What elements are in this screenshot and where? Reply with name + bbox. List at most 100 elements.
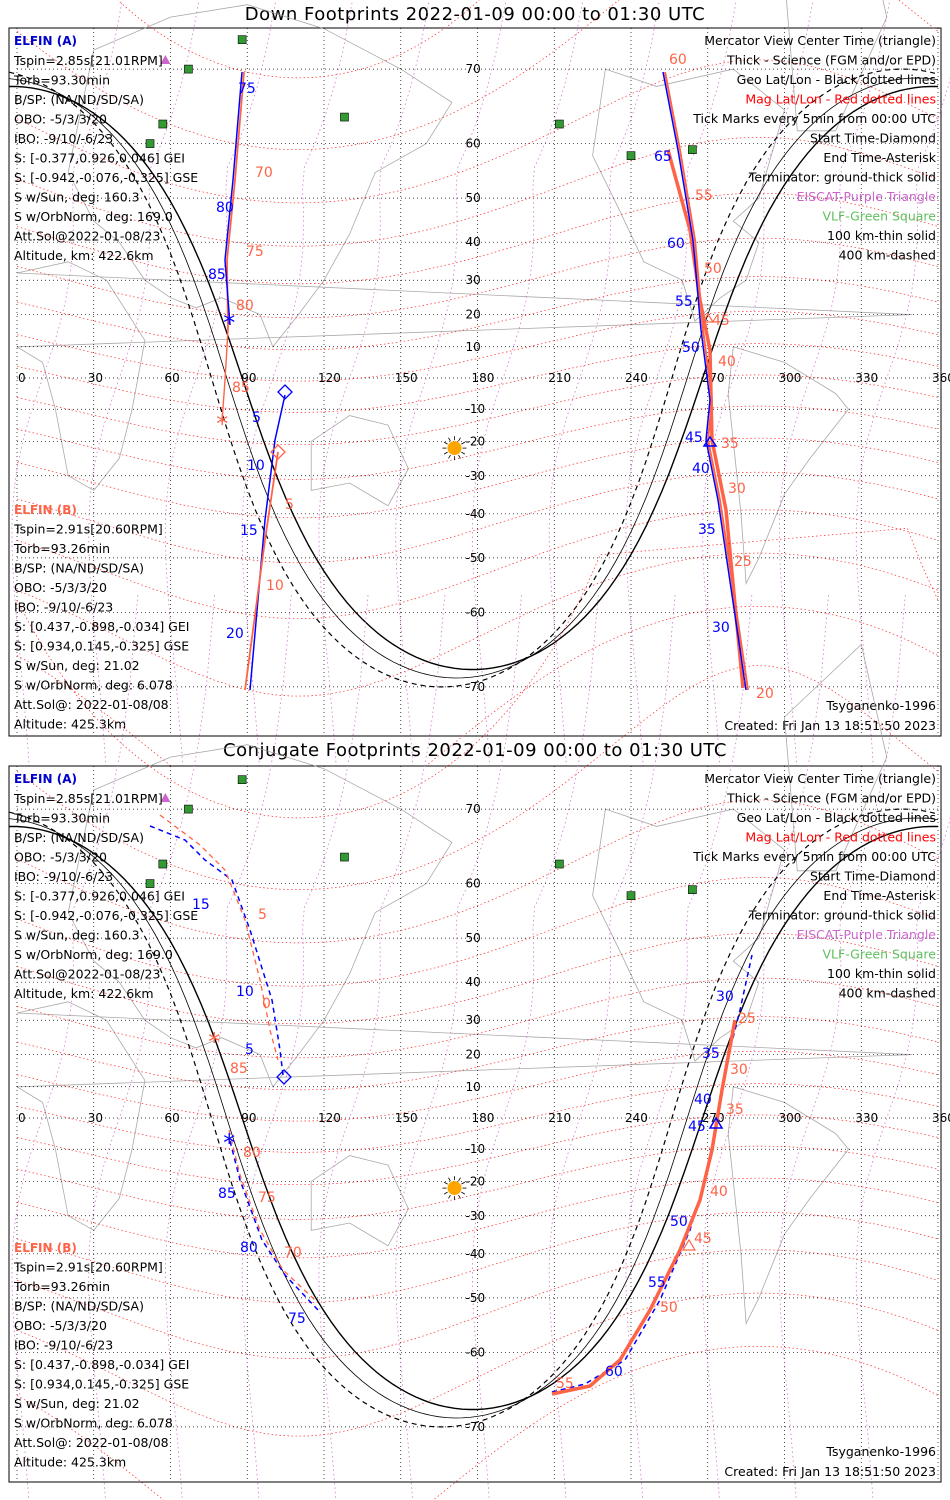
lat-tick-label: 70 xyxy=(466,62,481,76)
vlf-station-marker xyxy=(688,885,697,895)
elfin-a-info-line: Att.Sol@2022-01-08/23 xyxy=(14,967,160,982)
elfin-b-label: ELFIN (B) xyxy=(14,1241,77,1255)
sun-icon xyxy=(442,1176,467,1201)
legend-entry: Terminator: ground-thick solid xyxy=(748,908,936,923)
elfin-a-info-line: Tspin=2.85s[21.01RPM] xyxy=(13,791,163,806)
elfin-b-info-line: S w/OrbNorm, deg: 6.078 xyxy=(14,1416,173,1431)
elfin-b-label: ELFIN (B) xyxy=(14,503,77,517)
vlf-station-marker xyxy=(145,879,155,888)
vlf-station-marker xyxy=(237,775,247,784)
elfin-b-time-mark: 5 xyxy=(258,907,267,923)
mag-meridian xyxy=(778,593,906,1500)
mag-parallel xyxy=(16,1211,939,1304)
sun-ray xyxy=(448,1177,451,1182)
mag-meridian xyxy=(702,0,814,812)
elfin-a-info-line: Att.Sol@2022-01-08/23 xyxy=(14,229,160,244)
elfin-b-track xyxy=(228,1129,316,1301)
elfin-a-info-line: OBO: -5/3/3/20 xyxy=(14,850,107,865)
elfin-a-info-line: B/SP: (NA/ND/SD/SA) xyxy=(14,830,144,845)
panel-title-conjugate: Conjugate Footprints 2022-01-09 00:00 to… xyxy=(223,740,727,761)
lon-tick-label: 120 xyxy=(318,371,341,385)
sun-disc xyxy=(447,1181,462,1196)
mag-meridian xyxy=(395,593,523,1500)
start-diamond-b xyxy=(270,444,286,460)
elfin-b-time-mark: 50 xyxy=(660,1300,678,1316)
elfin-a-info-line: S: [-0.942,-0.076,-0.325] GSE xyxy=(14,170,198,185)
vlf-station-marker xyxy=(688,145,697,155)
lat-tick-label: 30 xyxy=(466,1013,481,1027)
lon-tick-label: 360 xyxy=(932,1111,950,1125)
lat-tick-label: -20 xyxy=(466,1174,486,1188)
elfin-b-time-mark: 40 xyxy=(710,1184,728,1200)
elfin-a-time-mark: 50 xyxy=(670,1214,688,1230)
mag-parallel xyxy=(16,1083,939,1153)
elfin-a-time-mark: 30 xyxy=(712,620,730,636)
elfin-b-time-mark: 45 xyxy=(694,1231,712,1247)
elfin-a-info-line: B/SP: (NA/ND/SD/SA) xyxy=(14,92,144,107)
elfin-b-time-mark: 50 xyxy=(704,261,722,277)
info-blocks: ELFIN (A) Tspin=2.85s[21.01RPM] Torb=93.30… xyxy=(13,33,937,733)
sun-ray xyxy=(458,1177,461,1182)
elfin-b-info-line: Altitude: 425.3km xyxy=(14,1455,126,1470)
lon-tick-label: 30 xyxy=(88,371,103,385)
elfin-b-time-mark: 0 xyxy=(262,996,271,1012)
terminator-ground xyxy=(9,825,938,1411)
elfin-b-time-mark: 80 xyxy=(236,298,254,314)
landmass-outline xyxy=(592,808,785,1062)
lat-tick-label: 50 xyxy=(466,191,481,205)
mag-meridian xyxy=(395,0,507,812)
elfin-a-info-line: S w/OrbNorm, deg: 169.0 xyxy=(14,947,173,962)
mag-parallel xyxy=(16,799,939,944)
sun-ray xyxy=(461,1181,466,1185)
mag-meridian xyxy=(241,593,369,1500)
mag-meridian xyxy=(241,0,353,812)
lon-tick-label: 240 xyxy=(625,371,648,385)
mag-parallel xyxy=(16,237,939,319)
elfin-a-time-mark: 80 xyxy=(216,200,234,216)
elfin-a-label: ELFIN (A) xyxy=(14,772,77,786)
elfin-a-time-mark: 10 xyxy=(247,458,265,474)
center-triangle-b xyxy=(681,1238,697,1251)
elfin-b-time-mark: 20 xyxy=(756,686,774,702)
elfin-b-time-mark: 70 xyxy=(284,1245,302,1261)
lon-tick-label: 150 xyxy=(395,1111,418,1125)
sun-ray xyxy=(448,1194,451,1199)
lon-tick-label: 60 xyxy=(165,1111,180,1125)
vlf-station-marker xyxy=(555,119,564,129)
map-panel-conjugate: 0306090120150180210240270300330360706050… xyxy=(8,527,950,1500)
mag-meridian xyxy=(548,593,676,1500)
landmass-outline xyxy=(784,643,888,872)
mag-grid xyxy=(16,527,939,1500)
sun-ray xyxy=(458,1194,461,1199)
elfin-b-time-mark: 55 xyxy=(695,188,713,204)
vlf-station-marker xyxy=(626,891,636,900)
mag-parallel xyxy=(16,876,939,987)
sun-ray xyxy=(461,441,466,445)
info-blocks: ELFIN (A) Tspin=2.85s[21.01RPM] Torb=93.30… xyxy=(13,771,937,1479)
elfin-b-info-line: Att.Sol@: 2022-01-08/08 xyxy=(14,697,169,712)
terminator-400km xyxy=(9,808,939,1428)
elfin-a-time-mark: 20 xyxy=(226,626,244,642)
elfin-b-track xyxy=(159,814,279,1061)
lat-tick-label: -70 xyxy=(466,1420,486,1434)
vlf-station-marker xyxy=(184,804,193,814)
lat-tick-label: -50 xyxy=(466,1291,486,1305)
elfin-a-track xyxy=(229,1140,319,1311)
legend-entry: VLF-Green Square xyxy=(822,947,936,962)
elfin-a-time-mark: 45 xyxy=(685,430,703,446)
elfin-b-time-mark: 25 xyxy=(734,554,752,570)
elfin-a-info-line: Torb=93.30min xyxy=(13,73,110,88)
mag-meridian xyxy=(702,593,830,1500)
lat-tick-label: -60 xyxy=(466,605,486,619)
legend-entry: 400 km-dashed xyxy=(839,248,936,263)
elfin-a-track xyxy=(224,71,243,326)
panel-title-down: Down Footprints 2022-01-09 00:00 to 01:3… xyxy=(244,4,706,25)
mag-parallel xyxy=(16,1292,939,1437)
end-asterisk-b: * xyxy=(207,1028,221,1056)
mag-parallel xyxy=(16,192,939,285)
lat-tick-label: 60 xyxy=(466,137,481,151)
elfin-b-time-mark: 75 xyxy=(246,244,264,260)
legend-entry: Mercator View Center Time (triangle) xyxy=(704,771,936,786)
elfin-b-info-line: Att.Sol@: 2022-01-08/08 xyxy=(14,1435,169,1450)
elfin-a-time-mark: 85 xyxy=(208,267,226,283)
